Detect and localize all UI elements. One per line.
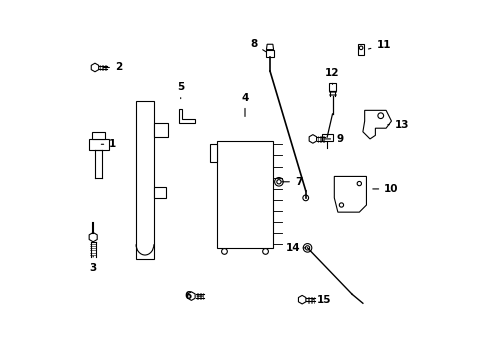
Text: 13: 13	[388, 120, 410, 130]
Text: 11: 11	[368, 40, 391, 50]
Text: 5: 5	[177, 82, 184, 99]
Text: 14: 14	[286, 243, 306, 253]
Circle shape	[359, 46, 363, 50]
Text: 15: 15	[313, 295, 331, 305]
Text: 8: 8	[250, 39, 266, 52]
Bar	[329, 83, 336, 91]
Bar	[154, 123, 168, 137]
Polygon shape	[363, 111, 392, 139]
Circle shape	[305, 246, 310, 250]
Bar	[89, 139, 109, 150]
Polygon shape	[309, 135, 317, 143]
Polygon shape	[188, 292, 195, 300]
Polygon shape	[334, 176, 367, 212]
Polygon shape	[298, 296, 306, 304]
Bar	[218, 141, 272, 248]
Bar	[154, 187, 167, 198]
Circle shape	[275, 177, 283, 186]
Bar	[92, 132, 105, 139]
Bar	[358, 44, 364, 55]
Circle shape	[378, 113, 384, 118]
Circle shape	[277, 180, 281, 184]
Circle shape	[357, 181, 362, 186]
Text: 6: 6	[184, 291, 203, 301]
Text: 4: 4	[241, 93, 249, 117]
Bar	[210, 144, 218, 162]
Bar	[136, 102, 154, 258]
Text: 1: 1	[101, 139, 117, 149]
Polygon shape	[267, 44, 273, 50]
Circle shape	[303, 244, 312, 252]
Text: 7: 7	[282, 177, 302, 187]
Text: 12: 12	[325, 68, 340, 84]
Bar	[322, 134, 333, 141]
Text: 2: 2	[103, 63, 122, 72]
Bar	[266, 50, 274, 57]
Polygon shape	[179, 109, 195, 123]
Circle shape	[221, 249, 227, 254]
Text: 9: 9	[324, 134, 343, 144]
Circle shape	[263, 249, 269, 254]
Polygon shape	[89, 233, 97, 242]
Text: 10: 10	[373, 184, 399, 194]
Polygon shape	[91, 63, 98, 72]
Text: 3: 3	[90, 256, 97, 273]
Circle shape	[303, 195, 309, 201]
Circle shape	[339, 203, 343, 207]
